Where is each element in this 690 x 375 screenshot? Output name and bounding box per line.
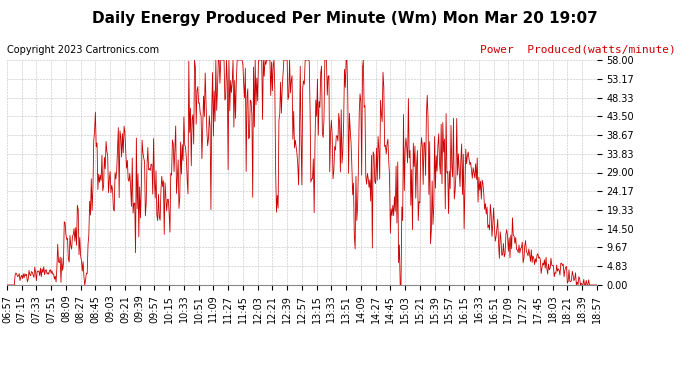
Text: Power  Produced(watts/minute): Power Produced(watts/minute) (480, 45, 676, 55)
Text: Daily Energy Produced Per Minute (Wm) Mon Mar 20 19:07: Daily Energy Produced Per Minute (Wm) Mo… (92, 11, 598, 26)
Text: Copyright 2023 Cartronics.com: Copyright 2023 Cartronics.com (7, 45, 159, 55)
